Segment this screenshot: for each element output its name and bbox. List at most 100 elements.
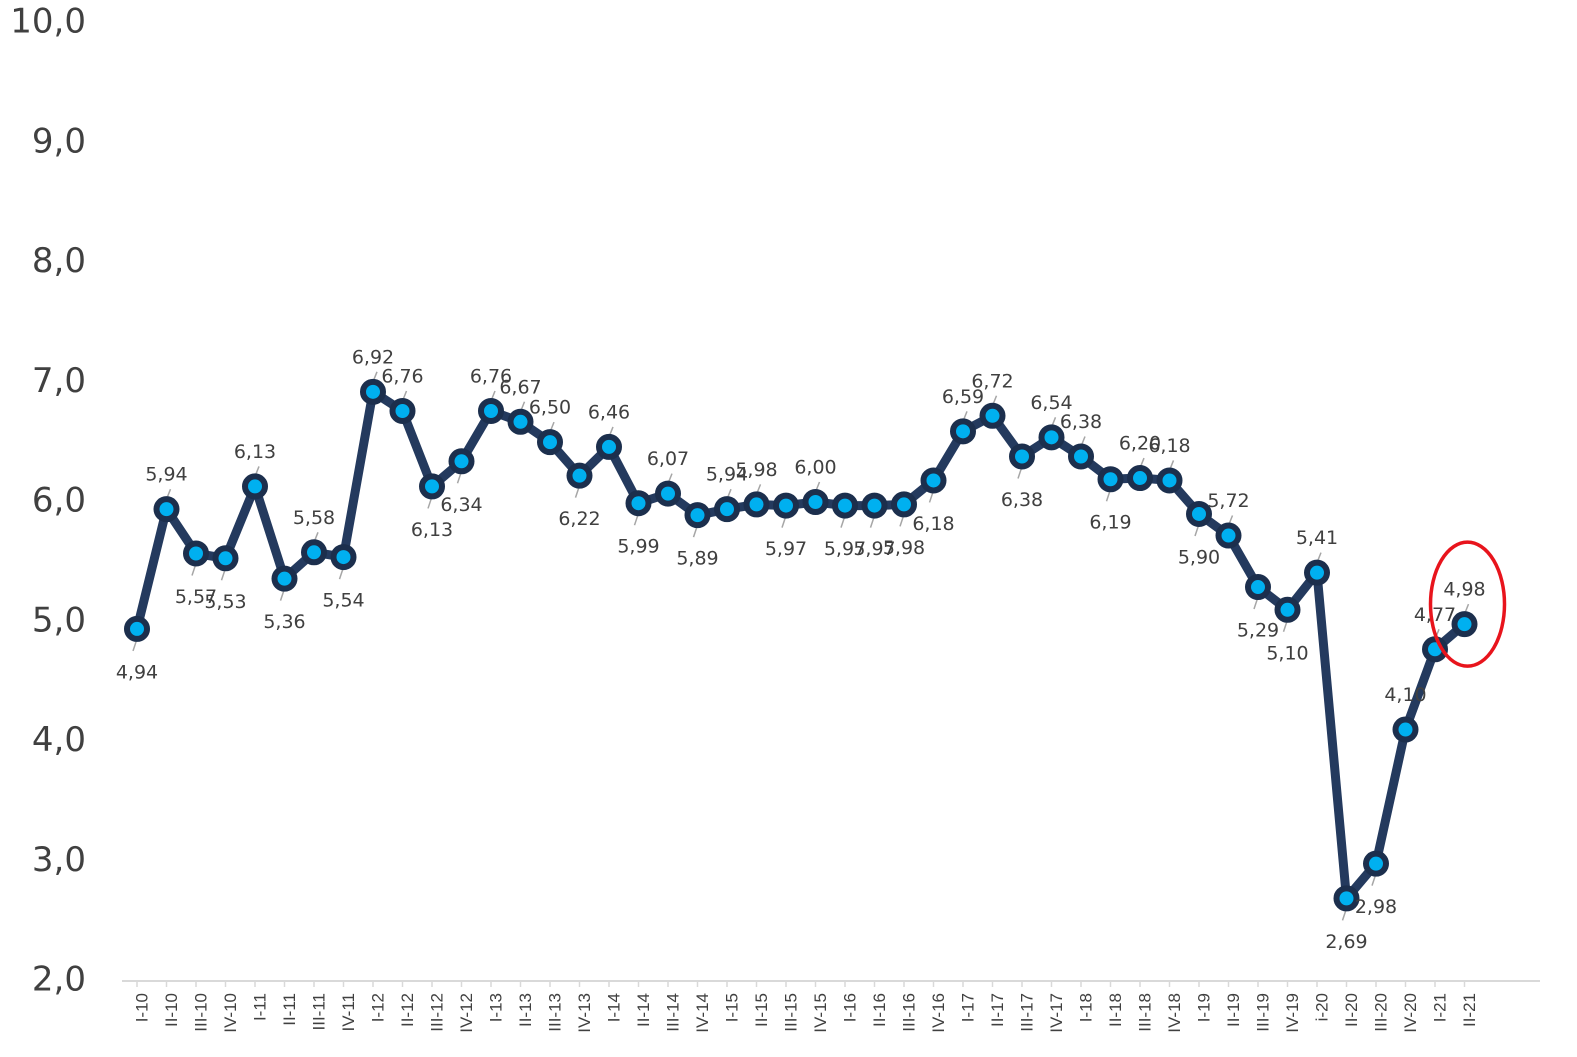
x-tick-label: III-14 bbox=[663, 993, 682, 1032]
x-tick-label: II-15 bbox=[752, 993, 771, 1027]
data-point bbox=[832, 492, 858, 519]
data-point bbox=[1333, 885, 1360, 912]
x-tick-label: IV-13 bbox=[575, 993, 594, 1033]
x-tick-label: III-18 bbox=[1135, 993, 1154, 1032]
y-tick-label: 2,0 bbox=[32, 960, 86, 1000]
data-point bbox=[124, 615, 150, 642]
data-point bbox=[625, 490, 652, 517]
y-tick-label: 8,0 bbox=[32, 241, 86, 281]
data-label: 6,72 bbox=[971, 370, 1013, 392]
data-label: 6,54 bbox=[1030, 392, 1072, 414]
data-label: 5,97 bbox=[853, 538, 895, 560]
data-label: 5,94 bbox=[706, 464, 748, 486]
x-tick-label: III-17 bbox=[1017, 993, 1036, 1032]
x-tick-label: II-17 bbox=[988, 993, 1007, 1027]
x-tick-label: III-11 bbox=[309, 993, 328, 1030]
data-point bbox=[301, 539, 327, 566]
data-point bbox=[891, 491, 917, 518]
data-point bbox=[1097, 466, 1124, 493]
data-point bbox=[802, 489, 829, 515]
data-label: 6,18 bbox=[912, 513, 954, 535]
data-label: 6,38 bbox=[1001, 489, 1043, 511]
x-tick-label: IV-15 bbox=[811, 993, 830, 1033]
data-point bbox=[861, 492, 888, 519]
data-point bbox=[1304, 559, 1330, 586]
data-label: 6,76 bbox=[470, 365, 512, 387]
data-label: 5,97 bbox=[824, 538, 866, 560]
x-tick-label: IV-10 bbox=[221, 993, 240, 1033]
x-tick-label: III-12 bbox=[427, 993, 446, 1032]
data-point bbox=[950, 418, 976, 445]
data-point bbox=[507, 408, 534, 435]
data-label: 6,18 bbox=[1148, 435, 1190, 457]
y-tick-label: 4,0 bbox=[32, 720, 86, 760]
y-tick-label: 7,0 bbox=[32, 361, 86, 401]
highlight-circle bbox=[1428, 540, 1507, 668]
data-point bbox=[419, 473, 445, 500]
data-label: 6,20 bbox=[1119, 433, 1161, 455]
data-point bbox=[478, 397, 504, 424]
data-label: 6,92 bbox=[352, 346, 394, 368]
data-point bbox=[242, 473, 268, 500]
data-point bbox=[1009, 443, 1035, 470]
x-tick-label: II-13 bbox=[516, 993, 535, 1027]
data-point bbox=[1156, 467, 1183, 494]
data-label: 5,94 bbox=[145, 464, 187, 486]
data-label: 6,59 bbox=[942, 386, 984, 408]
data-point bbox=[920, 467, 947, 494]
data-point bbox=[655, 480, 681, 507]
data-label: 6,07 bbox=[647, 448, 689, 470]
x-tick-label: II-19 bbox=[1224, 993, 1243, 1027]
data-point bbox=[1186, 500, 1212, 527]
data-point bbox=[596, 433, 622, 460]
data-point bbox=[537, 429, 563, 456]
data-point bbox=[1127, 465, 1153, 492]
data-label: 5,89 bbox=[676, 548, 718, 570]
data-label: 4,94 bbox=[116, 661, 158, 683]
x-tick-label: I-15 bbox=[722, 993, 741, 1022]
data-label: 5,98 bbox=[735, 459, 777, 481]
x-tick-label: IV-14 bbox=[693, 993, 712, 1033]
data-label: 6,46 bbox=[588, 401, 630, 423]
data-label: 6,50 bbox=[529, 397, 571, 419]
data-point bbox=[360, 378, 386, 405]
data-point bbox=[1215, 522, 1242, 549]
y-tick-label: 10,0 bbox=[10, 2, 86, 42]
data-label: 5,99 bbox=[617, 536, 659, 558]
data-label: 4,98 bbox=[1443, 579, 1485, 601]
x-tick-label: I-17 bbox=[958, 993, 977, 1022]
data-label: 6,22 bbox=[558, 508, 600, 530]
data-label: 6,19 bbox=[1089, 512, 1131, 534]
x-tick-label: I-14 bbox=[604, 993, 623, 1022]
data-label: 5,36 bbox=[263, 611, 305, 633]
data-label: 5,53 bbox=[204, 591, 246, 613]
data-label: 5,97 bbox=[765, 538, 807, 560]
data-point bbox=[271, 565, 298, 592]
data-label: 6,38 bbox=[1060, 411, 1102, 433]
series-line bbox=[132, 387, 1469, 903]
data-point bbox=[153, 496, 180, 523]
data-label: 5,72 bbox=[1207, 490, 1249, 512]
x-tick-label: I-16 bbox=[840, 993, 859, 1022]
x-tick-label: IV-17 bbox=[1047, 993, 1066, 1033]
x-tick-label: I-11 bbox=[250, 993, 269, 1021]
data-point bbox=[1068, 443, 1094, 470]
data-point bbox=[979, 402, 1006, 429]
data-label: 4,77 bbox=[1414, 604, 1456, 626]
data-label: 2,69 bbox=[1325, 931, 1367, 953]
x-tick-label: IV-16 bbox=[929, 993, 948, 1033]
data-label: 6,00 bbox=[794, 457, 836, 479]
data-label: 2,98 bbox=[1355, 896, 1397, 918]
data-label: 5,57 bbox=[175, 586, 217, 608]
x-tick-label: III-20 bbox=[1371, 993, 1390, 1032]
x-tick-label: IV-12 bbox=[457, 993, 476, 1033]
x-tick-label: IV-18 bbox=[1165, 993, 1184, 1033]
data-label: 5,90 bbox=[1178, 546, 1220, 568]
x-tick-label: i-20 bbox=[1312, 993, 1331, 1021]
data-label: 5,98 bbox=[883, 537, 925, 559]
data-point bbox=[1038, 424, 1065, 451]
x-tick-label: I-18 bbox=[1076, 993, 1095, 1022]
data-point bbox=[448, 448, 475, 475]
x-tick-label: II-14 bbox=[634, 993, 653, 1027]
